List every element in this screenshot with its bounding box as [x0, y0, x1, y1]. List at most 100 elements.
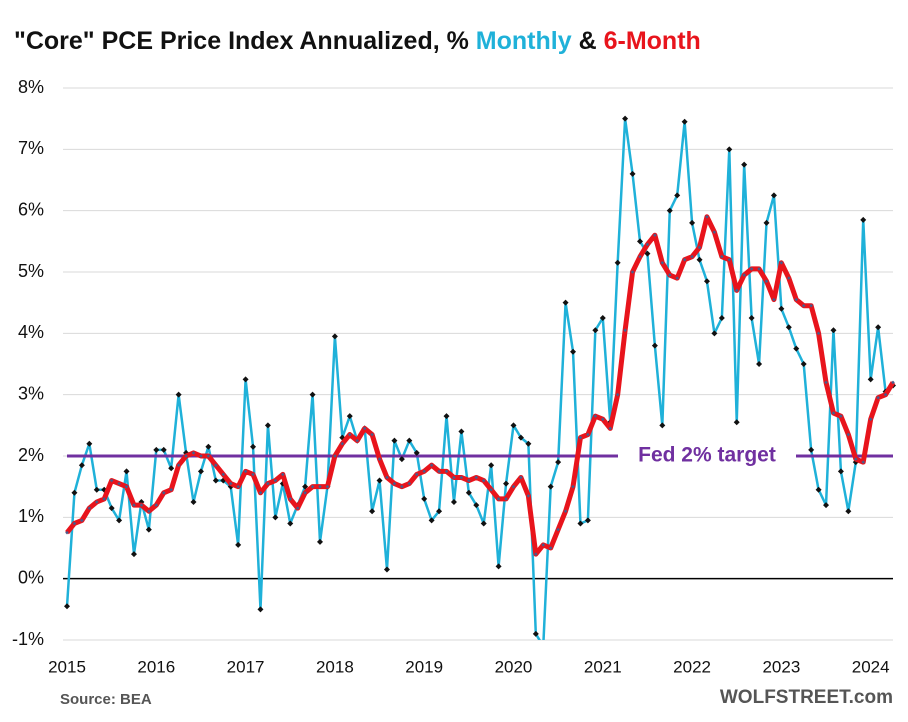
- title-text: "Core" PCE Price Index Annualized, %: [14, 27, 469, 55]
- data-point: [667, 273, 672, 277]
- data-point: [86, 440, 93, 447]
- x-tick-label: 2024: [852, 657, 890, 676]
- data-point: [540, 643, 546, 649]
- data-point: [592, 327, 599, 334]
- data-point: [235, 541, 242, 548]
- y-tick-label: 3%: [18, 383, 44, 403]
- data-point: [266, 481, 270, 486]
- x-tick-label: 2023: [762, 657, 800, 676]
- data-point: [541, 543, 546, 547]
- data-point: [154, 503, 159, 507]
- data-point: [875, 324, 882, 331]
- data-point: [309, 391, 316, 398]
- data-point: [272, 514, 279, 521]
- data-point: [385, 475, 389, 480]
- data-point: [793, 345, 800, 352]
- data-point: [801, 303, 806, 308]
- data-point: [675, 276, 679, 280]
- data-point: [287, 520, 294, 527]
- data-point: [355, 438, 360, 443]
- data-point: [197, 468, 204, 475]
- data-point: [660, 261, 665, 265]
- y-tick-label: 6%: [18, 199, 44, 219]
- data-point: [250, 443, 257, 450]
- data-point: [800, 361, 807, 367]
- data-point: [785, 324, 792, 331]
- data-point: [748, 315, 755, 321]
- data-point: [108, 505, 115, 512]
- data-point: [794, 297, 799, 302]
- data-point: [236, 484, 240, 489]
- data-point: [749, 267, 754, 271]
- data-point: [132, 503, 136, 507]
- data-point: [711, 330, 718, 337]
- data-point: [622, 115, 629, 122]
- data-point: [517, 434, 524, 441]
- data-point: [161, 491, 166, 495]
- data-point: [511, 484, 516, 489]
- data-point: [160, 446, 167, 453]
- data-point: [534, 552, 538, 556]
- data-point: [674, 192, 681, 199]
- data-point: [868, 417, 873, 421]
- data-point: [221, 472, 226, 477]
- data-point: [495, 563, 502, 570]
- data-point: [815, 486, 822, 493]
- data-point: [407, 481, 412, 486]
- data-point: [452, 475, 456, 480]
- x-tick-label: 2022: [673, 657, 711, 676]
- data-point: [860, 216, 867, 223]
- data-point: [757, 267, 761, 271]
- data-point: [526, 494, 531, 498]
- data-point: [726, 146, 733, 153]
- y-tick-label: -1%: [12, 629, 44, 649]
- data-point: [116, 517, 123, 524]
- data-point: [444, 469, 449, 474]
- data-point: [571, 484, 575, 489]
- data-point: [65, 530, 69, 535]
- data-point: [703, 278, 710, 285]
- data-point: [64, 603, 70, 610]
- data-point: [117, 481, 121, 486]
- data-point: [741, 161, 748, 168]
- data-point: [577, 520, 584, 527]
- data-point: [562, 299, 569, 306]
- data-point: [727, 257, 732, 262]
- data-point: [87, 506, 92, 510]
- data-point: [474, 475, 479, 480]
- data-point: [383, 566, 390, 573]
- x-tick-label: 2020: [495, 657, 533, 676]
- data-point: [651, 342, 658, 349]
- data-point: [599, 315, 606, 321]
- data-point: [145, 526, 152, 533]
- data-point: [837, 468, 844, 475]
- data-point: [228, 481, 233, 486]
- data-point: [153, 446, 160, 453]
- data-point: [333, 454, 337, 458]
- data-point: [489, 487, 493, 492]
- data-point: [251, 472, 255, 477]
- data-point: [295, 506, 300, 510]
- data-point: [778, 305, 785, 312]
- data-point: [846, 432, 851, 437]
- data-point: [459, 475, 464, 480]
- data-point: [681, 118, 688, 125]
- data-point: [400, 484, 404, 489]
- y-tick-label: 1%: [18, 506, 44, 526]
- data-point: [645, 242, 650, 247]
- data-point: [414, 472, 419, 477]
- data-point: [78, 462, 85, 469]
- data-point: [718, 315, 725, 321]
- data-point: [436, 508, 443, 515]
- data-point: [480, 520, 487, 527]
- data-point: [443, 413, 450, 420]
- data-point: [720, 254, 724, 259]
- data-point: [623, 328, 627, 333]
- x-tick-label: 2016: [137, 657, 175, 676]
- data-point: [816, 331, 821, 336]
- data-point: [690, 254, 694, 259]
- data-point: [809, 303, 813, 308]
- x-tick-label: 2018: [316, 657, 354, 676]
- data-point: [258, 491, 263, 495]
